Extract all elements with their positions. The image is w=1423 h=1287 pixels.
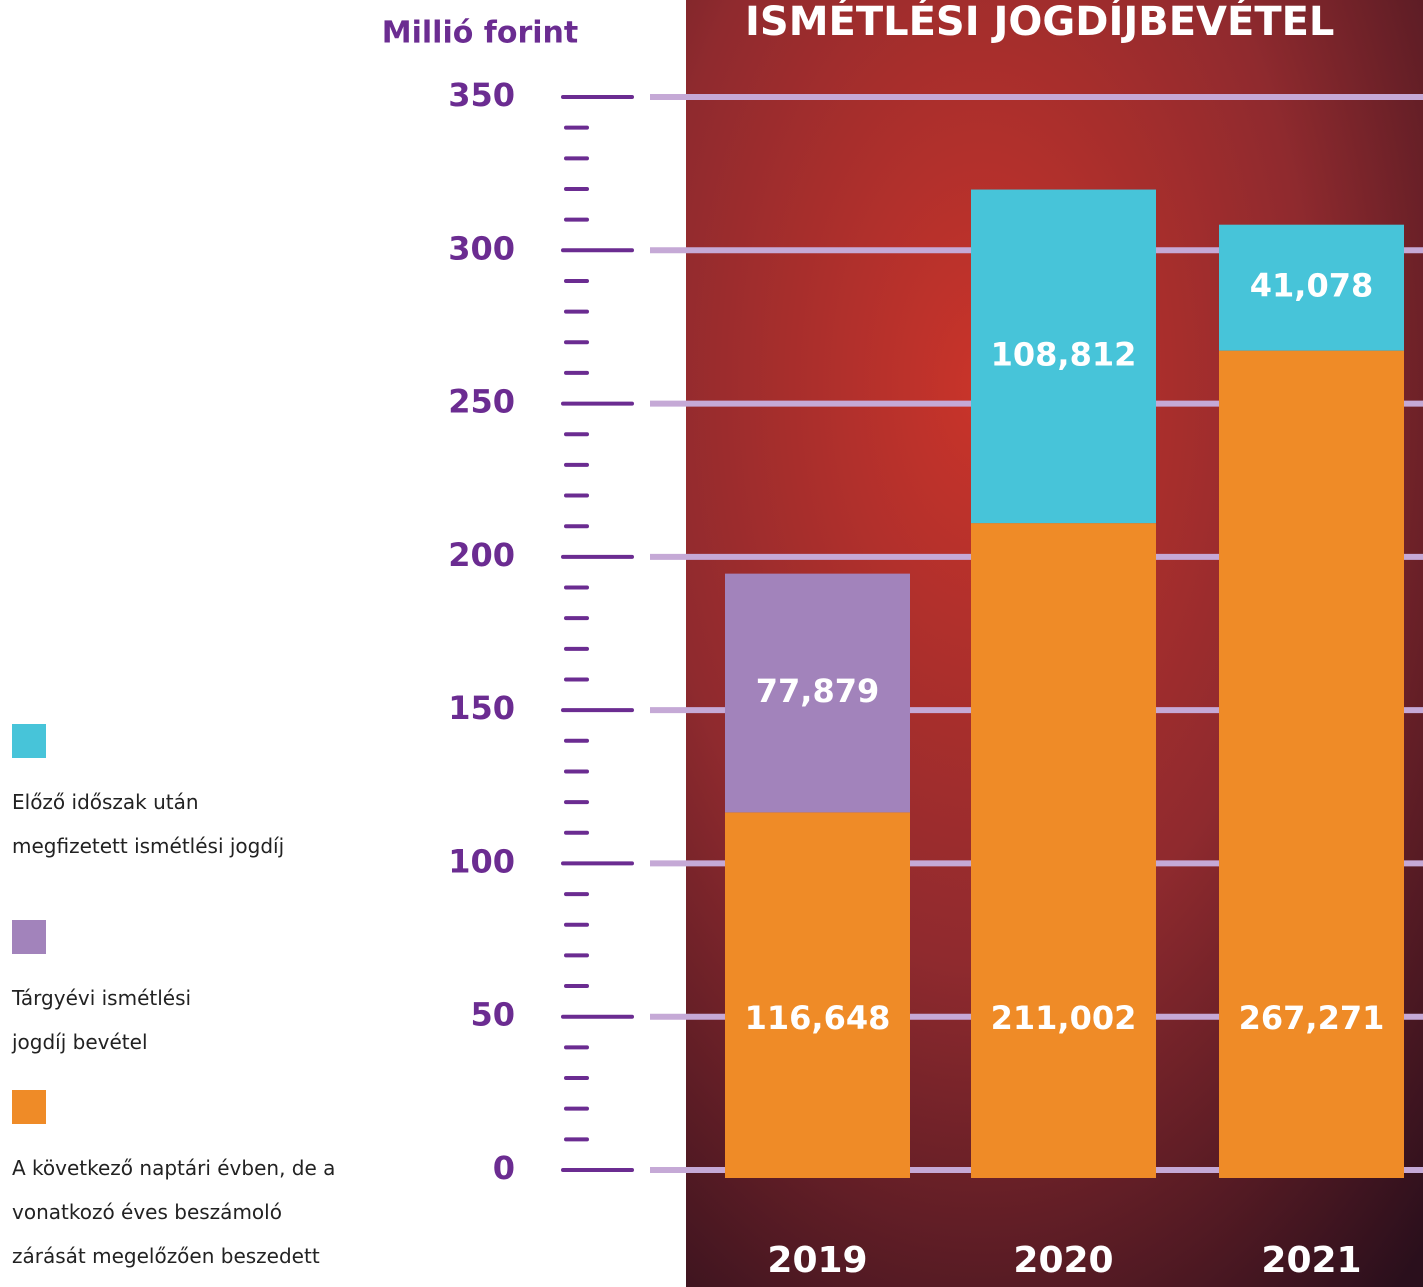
y-tick-label: 100 (448, 842, 515, 880)
data-label: 77,879 (756, 672, 879, 710)
data-label: 211,002 (991, 999, 1137, 1037)
data-label: 267,271 (1239, 999, 1385, 1037)
bar-segment (1219, 224, 1404, 351)
y-tick-label: 300 (448, 229, 515, 267)
bar-segment (971, 523, 1156, 1178)
data-label: 108,812 (991, 335, 1137, 373)
bar-segment (971, 189, 1156, 524)
data-label: 116,648 (745, 999, 891, 1037)
y-axis-label: Millió forint (382, 16, 578, 51)
bar-segment (725, 812, 910, 1178)
y-tick-label: 200 (448, 536, 515, 574)
data-label: 41,078 (1250, 267, 1373, 305)
chart-title: ISMÉTLÉSI JOGDÍJBEVÉTEL (745, 0, 1334, 45)
y-tick-label: 0 (493, 1149, 515, 1187)
legend-label: A következő naptári évben, de a vonatkoz… (12, 1156, 336, 1268)
y-tick-label: 50 (470, 996, 515, 1034)
x-tick-label: 2020 (1013, 1240, 1113, 1281)
y-tick-label: 150 (448, 689, 515, 727)
legend-swatch (12, 920, 46, 954)
y-tick-label: 350 (448, 76, 515, 114)
legend-label: Tárgyévi ismétlési jogdíj bevétel (12, 986, 192, 1054)
legend-swatch (12, 724, 46, 758)
bar-segment (1219, 350, 1404, 1178)
legend-swatch (12, 1090, 46, 1124)
x-tick-label: 2019 (767, 1240, 867, 1281)
bar-segment (725, 573, 910, 813)
y-tick-label: 250 (448, 383, 515, 421)
x-tick-label: 2021 (1261, 1240, 1361, 1281)
legend-label: Előző időszak után megfizetett ismétlési… (12, 790, 285, 858)
